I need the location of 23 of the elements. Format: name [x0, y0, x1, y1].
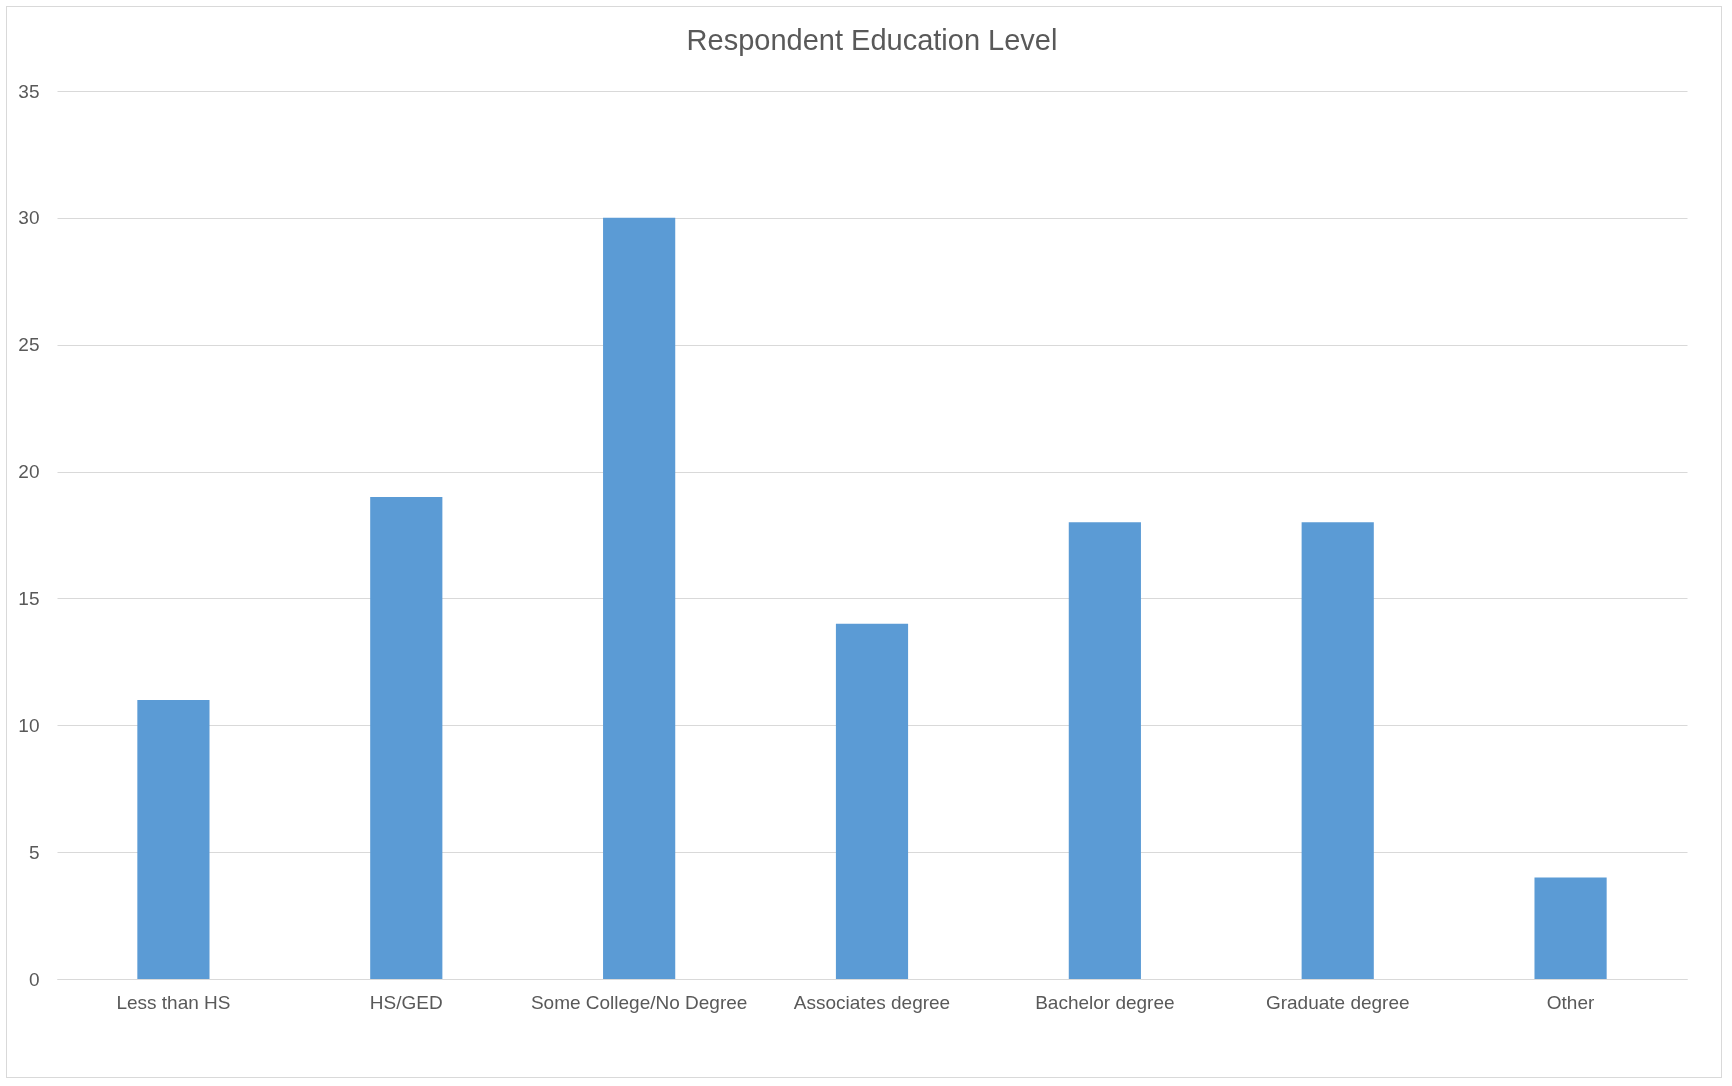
bar — [603, 217, 676, 979]
x-tick-label: Associates degree — [793, 991, 951, 1013]
y-tick-label: 30 — [18, 207, 40, 229]
chart-title: Respondent Education Level — [686, 24, 1058, 56]
bar — [137, 699, 210, 979]
y-tick-label: 10 — [18, 714, 40, 736]
x-tick-label: Bachelor degree — [1035, 991, 1175, 1013]
bar — [835, 623, 909, 979]
bar — [370, 496, 443, 979]
y-tick-label: 25 — [18, 334, 40, 356]
y-tick-label: 20 — [18, 461, 40, 483]
bar — [1068, 522, 1141, 979]
x-tick-label: Other — [1546, 991, 1595, 1013]
y-tick-label: 15 — [18, 587, 40, 609]
y-tick-label: 5 — [28, 841, 40, 863]
x-tick-label: Graduate degree — [1265, 991, 1410, 1013]
x-tick-label: Some College/No Degree — [530, 991, 748, 1013]
bar — [1301, 522, 1374, 979]
bar — [1534, 877, 1607, 979]
y-tick-label: 35 — [18, 80, 40, 102]
y-tick-label: 0 — [28, 968, 40, 990]
x-tick-label: Less than HS — [116, 991, 231, 1013]
x-tick-label: HS/GED — [369, 991, 443, 1013]
